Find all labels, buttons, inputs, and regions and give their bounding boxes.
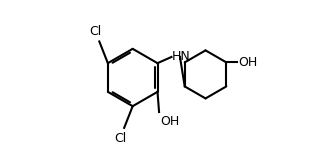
Text: OH: OH — [238, 56, 257, 69]
Text: OH: OH — [161, 115, 180, 128]
Text: HN: HN — [172, 51, 191, 63]
Text: Cl: Cl — [89, 25, 102, 38]
Text: Cl: Cl — [114, 132, 126, 145]
